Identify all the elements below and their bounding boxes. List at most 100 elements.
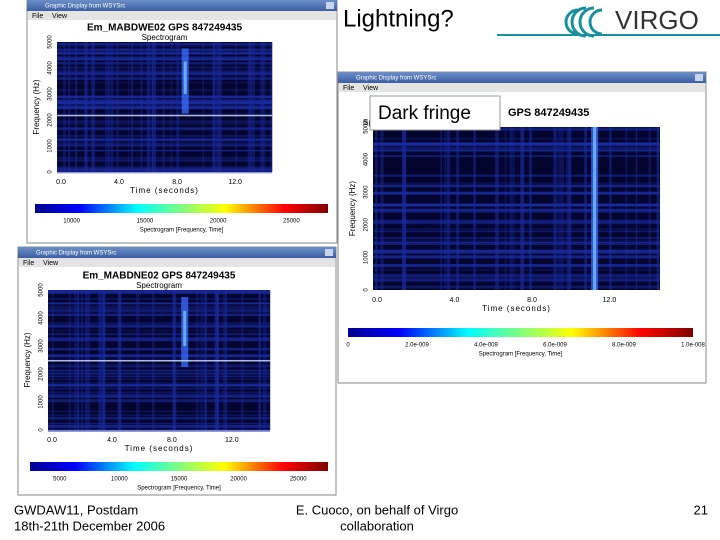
title-bar bbox=[338, 72, 706, 83]
spectrogram-line bbox=[57, 99, 272, 102]
spectrogram-column bbox=[84, 42, 88, 172]
footer-left: 18th-21th December 2006 bbox=[14, 518, 165, 533]
spectrogram-line bbox=[48, 305, 270, 307]
spectrogram-column bbox=[447, 127, 451, 290]
spectrogram-line bbox=[48, 355, 270, 358]
spectrogram-line bbox=[48, 422, 270, 425]
y-axis-label: Frequency (Hz) bbox=[32, 79, 41, 134]
spectrogram-line bbox=[48, 302, 270, 304]
spectrogram-column bbox=[91, 42, 96, 172]
footer-center: collaboration bbox=[340, 518, 414, 533]
spectrogram-line bbox=[373, 138, 660, 140]
spectrogram-column bbox=[609, 127, 612, 290]
x-tick-label: 8.0 bbox=[172, 179, 182, 186]
y-tick-label: 3000 bbox=[39, 339, 45, 353]
signal-core bbox=[183, 311, 187, 346]
y-tick-label: 2000 bbox=[364, 217, 370, 231]
spectrogram-line bbox=[373, 249, 660, 252]
callout-box bbox=[369, 95, 501, 131]
y-tick-label: 1000 bbox=[39, 395, 45, 409]
spectrogram-column bbox=[566, 127, 568, 290]
spectrogram-column bbox=[75, 42, 77, 172]
plot-title: Em_MABDWE02 GPS 847249435 bbox=[87, 23, 243, 34]
menu-item[interactable]: File bbox=[32, 13, 43, 20]
y-axis-label: Frequency (Hz) bbox=[23, 332, 32, 387]
spectrogram-column bbox=[151, 42, 153, 172]
spectrogram-line bbox=[57, 166, 272, 169]
menu-item[interactable]: File bbox=[343, 85, 354, 92]
spectrogram-column bbox=[557, 127, 562, 290]
spectrogram-line bbox=[57, 71, 272, 75]
y-tick-label: 4000 bbox=[48, 61, 54, 75]
spectrogram-line bbox=[48, 302, 270, 305]
spectrogram-column bbox=[648, 127, 652, 290]
spectrogram-column bbox=[176, 42, 180, 172]
spectrogram-line bbox=[57, 52, 272, 54]
spectrogram-line bbox=[373, 147, 660, 149]
y-tick-label: 5000 bbox=[364, 120, 370, 134]
spectrogram-column bbox=[456, 127, 460, 290]
spectrogram-column bbox=[473, 127, 477, 290]
spectrogram-column bbox=[495, 127, 499, 290]
colorbar-tick-label: 15000 bbox=[171, 477, 188, 483]
spectrogram-line bbox=[48, 385, 270, 387]
spectrogram-column bbox=[625, 127, 628, 290]
close-button[interactable] bbox=[326, 2, 334, 9]
spectrogram-line bbox=[373, 192, 660, 195]
spectrogram-column bbox=[635, 127, 638, 290]
spectrogram-line bbox=[57, 149, 272, 152]
close-button[interactable] bbox=[695, 74, 703, 81]
spectrogram-line bbox=[57, 135, 272, 137]
spectrogram-column bbox=[440, 127, 443, 290]
spectrogram-line bbox=[48, 375, 270, 378]
spectrogram-column bbox=[75, 42, 78, 172]
colorbar-tick-label: 10000 bbox=[111, 477, 128, 483]
x-tick-label: 4.0 bbox=[114, 179, 124, 186]
spectrogram-line bbox=[57, 105, 272, 107]
x-tick-label: 12.0 bbox=[225, 437, 239, 444]
spectrogram-column bbox=[235, 42, 238, 172]
y-tick-label: 0 bbox=[48, 170, 54, 174]
colorbar-tick-label: 4.0e-009 bbox=[474, 343, 498, 349]
spectrogram-line bbox=[57, 127, 272, 130]
spectrogram-line bbox=[57, 120, 272, 123]
close-button[interactable] bbox=[325, 249, 333, 256]
spectrogram-line bbox=[48, 378, 270, 380]
spectrogram-column bbox=[68, 42, 71, 172]
y-tick-label: 1000 bbox=[48, 139, 54, 153]
spectrogram-line bbox=[373, 184, 660, 187]
spectrogram-line bbox=[373, 239, 660, 243]
spectrogram-line bbox=[373, 209, 660, 212]
spectrogram-line bbox=[373, 242, 660, 245]
spectrogram-line bbox=[373, 127, 660, 130]
spectrogram-line bbox=[48, 354, 270, 358]
x-tick-label: 8.0 bbox=[527, 297, 537, 304]
spectrogram-line bbox=[57, 56, 272, 59]
spectrogram-line bbox=[48, 391, 270, 393]
menu-item[interactable]: View bbox=[363, 85, 379, 92]
menu-item[interactable]: View bbox=[43, 260, 59, 267]
spectrogram-column bbox=[107, 42, 111, 172]
spectrogram-line bbox=[373, 219, 660, 222]
spectrogram-line bbox=[373, 149, 660, 153]
spectrogram-column bbox=[170, 42, 173, 172]
spectrogram-line bbox=[373, 210, 660, 213]
spectrogram-column bbox=[380, 127, 383, 290]
title-bar bbox=[27, 0, 337, 11]
spectrogram-line bbox=[48, 425, 270, 429]
y-tick-label: 4000 bbox=[364, 152, 370, 166]
spectrogram-line bbox=[48, 372, 270, 375]
spectrogram-column bbox=[561, 127, 564, 290]
spectrogram-line bbox=[57, 167, 272, 171]
spectrogram-line bbox=[373, 276, 660, 279]
spectrogram-column bbox=[568, 127, 572, 290]
spectrogram-line bbox=[373, 287, 660, 289]
spectrogram-line bbox=[48, 322, 270, 324]
spectrogram-line bbox=[373, 155, 660, 158]
menu-item[interactable]: File bbox=[23, 260, 34, 267]
spectrogram-line bbox=[57, 69, 272, 73]
spectrogram-line bbox=[48, 290, 270, 293]
menu-item[interactable]: View bbox=[52, 13, 68, 20]
spectrogram-column bbox=[162, 42, 165, 172]
